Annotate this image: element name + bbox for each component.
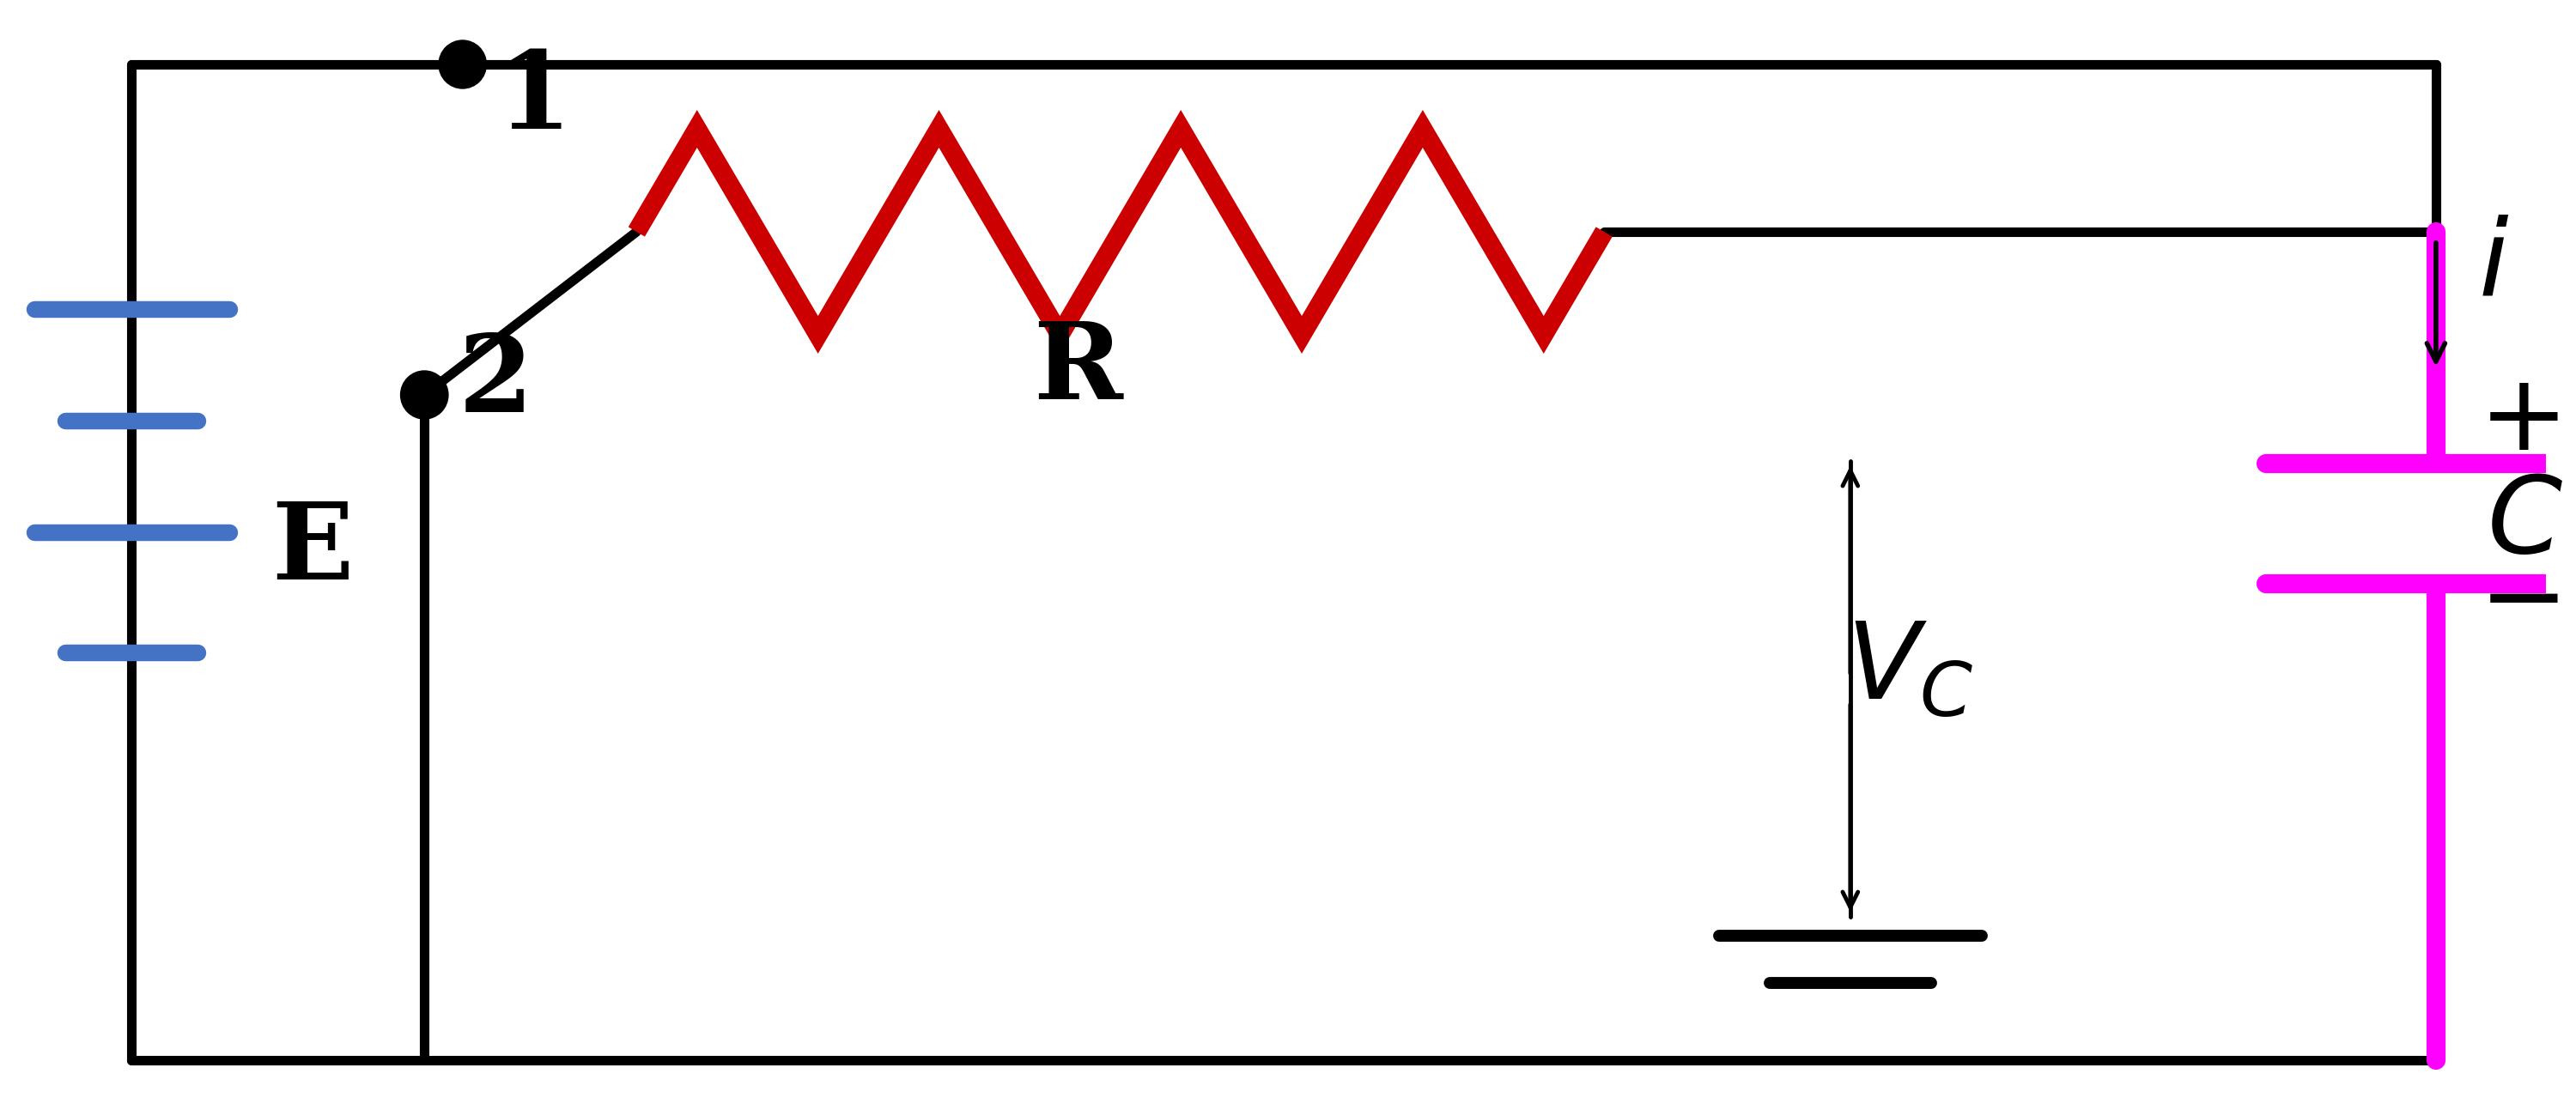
Circle shape (402, 371, 448, 418)
Text: E: E (270, 498, 353, 602)
Text: $\mathit{i}$: $\mathit{i}$ (2478, 214, 2509, 318)
Text: $V_C$: $V_C$ (1847, 617, 1973, 722)
Text: $\mathit{C}$: $\mathit{C}$ (2486, 471, 2563, 575)
Circle shape (438, 41, 487, 88)
Text: $+$: $+$ (2478, 369, 2558, 473)
Text: R: R (1033, 317, 1123, 421)
Text: $-$: $-$ (2478, 549, 2558, 652)
Text: 2: 2 (459, 330, 533, 434)
Text: 1: 1 (497, 47, 572, 151)
